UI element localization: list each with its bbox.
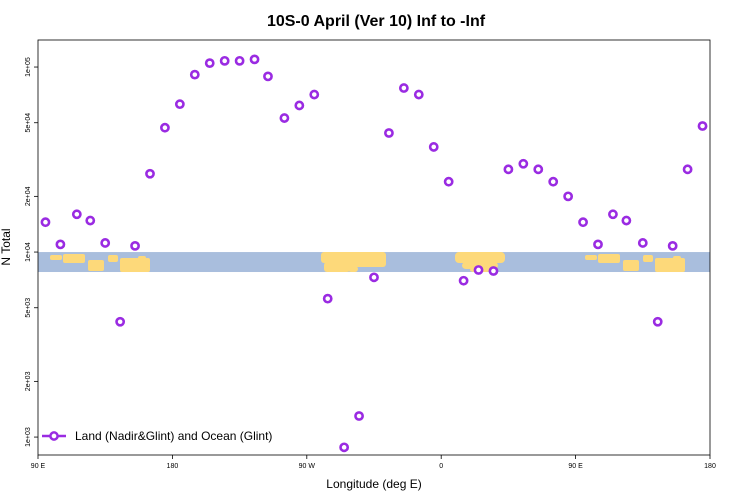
data-point <box>100 238 111 248</box>
data-point <box>40 217 51 228</box>
data-point <box>473 265 484 275</box>
x-tick-label: 180 <box>167 463 179 470</box>
y-tick-label: 2e+04 <box>25 186 32 206</box>
data-point <box>697 121 708 131</box>
plot-frame <box>37 39 711 456</box>
y-tick-label: 2e+03 <box>25 371 32 391</box>
data-point <box>322 293 333 304</box>
data-point <box>503 164 514 175</box>
data-point <box>85 215 96 226</box>
chart-title: 10S-0 April (Ver 10) Inf to -Inf <box>267 13 486 30</box>
data-point <box>548 176 559 187</box>
axes: 90 E 180 90 W 0 90 E 180 1e+03 2e+03 5e+03 1e+04 2… <box>25 57 716 470</box>
land-segment <box>348 266 358 273</box>
data-point <box>160 122 170 133</box>
y-tick-label: 5e+04 <box>25 113 32 133</box>
y-tick-label: 1e+04 <box>25 242 32 262</box>
data-point <box>682 164 693 175</box>
data-point <box>398 83 409 93</box>
y-tick-label: 1e+03 <box>25 427 32 447</box>
data-point <box>563 191 574 202</box>
data-point <box>55 239 66 250</box>
data-point <box>249 54 260 65</box>
data-point <box>145 168 155 179</box>
x-axis-label: Longitude (deg E) <box>326 477 421 491</box>
data-point <box>413 89 424 100</box>
x-tick-label: 0 <box>439 463 443 470</box>
data-point <box>189 69 200 80</box>
data-point <box>667 240 678 251</box>
data-point <box>533 164 544 175</box>
data-point <box>384 128 394 138</box>
data-point <box>115 316 126 327</box>
data-point <box>71 209 82 220</box>
legend: Land (Nadir&Glint) and Ocean (Glint) <box>42 429 272 443</box>
data-point <box>637 238 648 248</box>
data-point <box>234 55 245 66</box>
land-segment <box>63 254 85 264</box>
data-point <box>219 55 230 66</box>
data-point <box>279 113 290 123</box>
data-point <box>428 142 439 152</box>
data-point <box>518 158 529 169</box>
data-point <box>488 266 499 276</box>
land-segment <box>673 256 681 263</box>
x-tick-label: 180 <box>704 463 716 470</box>
data-point <box>458 275 469 286</box>
land-segment <box>623 260 639 272</box>
y-tick-label: 1e+05 <box>25 57 32 77</box>
data-point <box>130 240 140 251</box>
y-tick-label: 5e+03 <box>25 298 32 318</box>
data-point <box>174 99 185 110</box>
land-segment <box>108 255 118 263</box>
land-segment <box>598 254 620 264</box>
data-points <box>40 54 708 453</box>
land-segment <box>585 255 597 261</box>
land-segment <box>88 260 104 272</box>
data-point <box>263 71 273 82</box>
data-point <box>443 176 454 187</box>
y-axis-label: N Total <box>0 228 13 265</box>
data-point <box>593 239 603 250</box>
land-segment <box>138 256 146 263</box>
data-point <box>339 442 350 453</box>
data-point <box>608 209 618 220</box>
data-point <box>621 215 632 226</box>
x-tick-label: 90 E <box>568 463 583 470</box>
land-segment <box>331 252 386 268</box>
land-segment <box>643 255 653 263</box>
data-point <box>652 316 663 327</box>
land-ocean-band <box>38 252 710 273</box>
data-point <box>309 89 320 100</box>
data-point <box>294 100 305 111</box>
x-tick-label: 90 W <box>299 463 316 470</box>
legend-marker <box>49 431 59 441</box>
land-segment <box>50 255 62 261</box>
land-segment <box>455 252 505 264</box>
data-point <box>578 217 588 228</box>
data-point <box>369 272 379 283</box>
legend-label: Land (Nadir&Glint) and Ocean (Glint) <box>75 429 272 443</box>
x-tick-label: 90 E <box>31 463 46 470</box>
data-point <box>204 58 215 69</box>
data-point <box>354 411 364 421</box>
